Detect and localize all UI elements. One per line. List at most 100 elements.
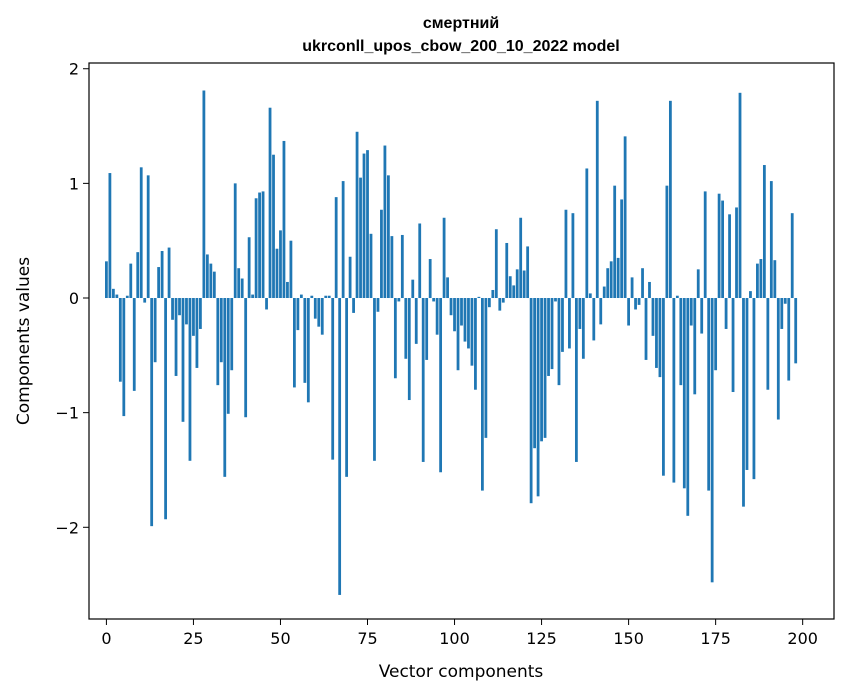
bar [376, 298, 380, 312]
bar [491, 289, 495, 299]
y-tick-label: 0 [69, 289, 79, 308]
bar [752, 298, 756, 480]
bar [212, 271, 216, 299]
bar [599, 298, 603, 325]
bar [658, 298, 662, 378]
bar [404, 298, 408, 359]
bar [275, 248, 279, 299]
bar [508, 276, 512, 299]
bar [714, 298, 718, 371]
bar [724, 298, 728, 329]
bar [310, 295, 314, 299]
bar [299, 294, 303, 299]
bar [279, 230, 282, 299]
y-tick-label: −2 [55, 518, 79, 537]
x-axis: 0 25 50 75 100 125 150 175 200 [101, 619, 818, 648]
bar [561, 298, 564, 352]
bar [160, 251, 164, 299]
bar [282, 140, 286, 299]
bar [171, 298, 174, 320]
bar [787, 298, 791, 381]
bar [696, 269, 700, 299]
bar [258, 192, 261, 299]
chart-title: смертний [423, 15, 499, 32]
bar [153, 298, 157, 363]
bar [174, 298, 178, 376]
bar [341, 181, 345, 299]
bar [240, 278, 244, 299]
bar [439, 298, 443, 473]
bar [494, 229, 498, 299]
bar [512, 285, 516, 299]
bar [306, 298, 310, 403]
bar [717, 193, 721, 299]
bar [421, 298, 425, 462]
bar [662, 298, 665, 476]
bar [366, 150, 369, 299]
bar [693, 298, 697, 395]
bar [324, 295, 328, 299]
bar [418, 223, 422, 299]
bar [481, 298, 484, 491]
bar [470, 298, 474, 366]
bar [592, 298, 596, 341]
bar [675, 295, 679, 299]
bar [460, 298, 463, 326]
x-tick-label: 0 [101, 629, 111, 648]
bar [668, 100, 672, 299]
y-tick-label: 1 [69, 174, 79, 193]
bar [178, 298, 181, 316]
bar [776, 298, 780, 420]
bar [707, 298, 711, 491]
plot-frame [88, 62, 835, 620]
bar [581, 298, 585, 359]
bar [780, 298, 784, 329]
bar [122, 298, 126, 417]
bar [355, 131, 359, 299]
bar [265, 298, 268, 310]
bar [289, 240, 293, 299]
bar [672, 298, 676, 483]
bar [745, 298, 749, 470]
bar [331, 298, 335, 460]
bar [352, 298, 355, 313]
bar [143, 298, 147, 303]
y-axis: −2 −1 0 1 2 [55, 60, 89, 537]
bar [247, 237, 251, 299]
bar [487, 298, 491, 308]
bar [202, 90, 206, 299]
bar [383, 145, 387, 299]
bar [571, 213, 575, 299]
bar [223, 298, 227, 477]
bar [233, 183, 237, 299]
bar [735, 207, 738, 299]
bar [630, 277, 634, 299]
bar [139, 167, 143, 299]
bar [602, 286, 606, 299]
bar [536, 298, 540, 497]
y-tick-label: 2 [69, 60, 79, 79]
bar [334, 197, 338, 299]
bar [254, 198, 258, 299]
bar [501, 298, 505, 303]
bar [595, 100, 599, 299]
bar [547, 298, 550, 376]
bar [164, 298, 167, 520]
bar [400, 234, 404, 299]
bar [167, 247, 171, 299]
bar [641, 268, 644, 299]
bar [623, 136, 627, 299]
bar [442, 217, 446, 299]
bar [682, 298, 686, 489]
bar [373, 298, 376, 461]
bar [766, 298, 770, 390]
bar [303, 298, 307, 383]
bar [449, 298, 453, 316]
bar [205, 254, 209, 299]
bar [111, 288, 115, 299]
x-tick-label: 175 [700, 629, 731, 648]
bar [150, 298, 154, 527]
bar [317, 298, 321, 327]
bar [414, 298, 418, 344]
bar [679, 298, 683, 386]
